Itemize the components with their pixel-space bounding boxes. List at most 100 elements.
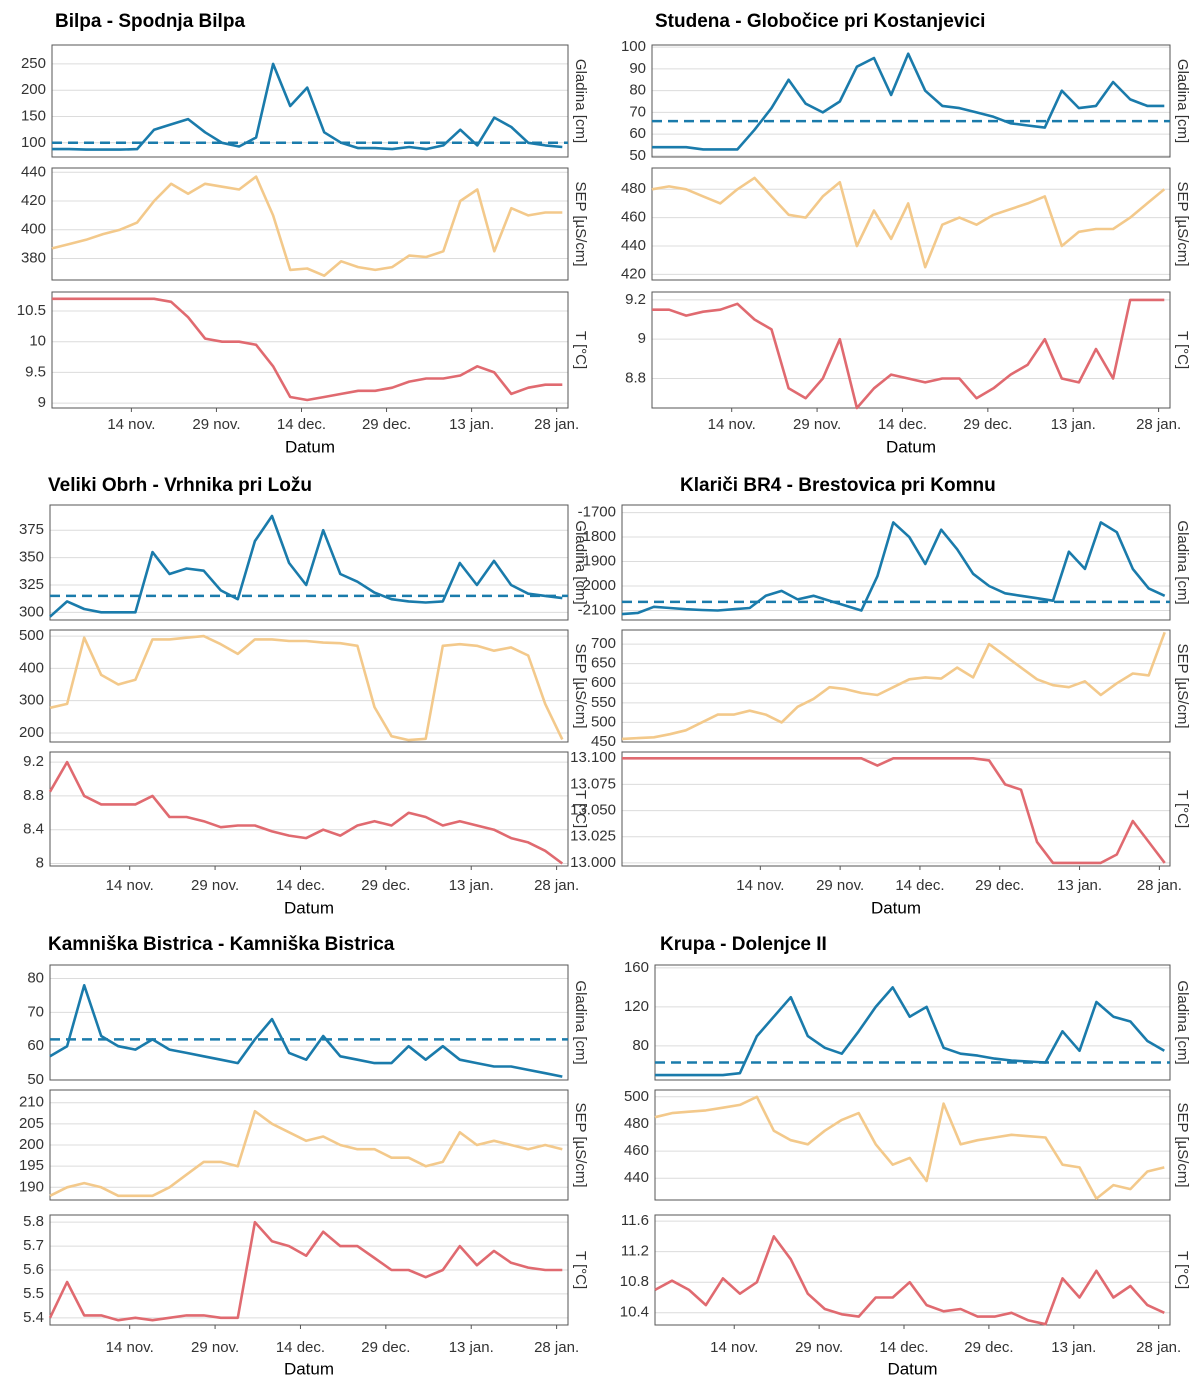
data-line: [622, 757, 1166, 865]
panel-frame: [651, 167, 1171, 281]
data-line: [654, 1235, 1165, 1326]
y-tick-label: 375: [19, 521, 44, 538]
y-tick-label: 500: [624, 1088, 649, 1105]
x-tick-label: 14 nov.: [736, 877, 784, 894]
x-tick-label: 13 jan.: [449, 877, 494, 894]
x-tick-label: 14 dec.: [879, 1339, 928, 1356]
y-tick-label: 5.7: [23, 1237, 44, 1254]
x-tick-label: 14 dec.: [895, 877, 944, 894]
y-tick-label: 90: [629, 60, 646, 77]
y-tick-label: 80: [27, 969, 44, 986]
x-tick-label: 14 nov.: [106, 877, 154, 894]
panel-frame: [51, 44, 569, 158]
y-tick-label: 460: [621, 209, 646, 226]
y-tick-label: 400: [19, 659, 44, 676]
panel-frame: [49, 751, 569, 867]
panel-frame: [621, 629, 1171, 743]
y-axis-label: Gladina [cm]: [572, 980, 589, 1064]
y-tick-label: 5.4: [23, 1309, 44, 1326]
y-axis-label: Gladina [cm]: [572, 59, 589, 143]
y-tick-label: 13.000: [570, 854, 616, 871]
panel-frame: [49, 1089, 569, 1201]
y-tick-label: 70: [629, 103, 646, 120]
y-tick-label: 8: [36, 854, 44, 871]
x-tick-label: 28 jan.: [534, 1339, 579, 1356]
y-axis-label: T [°C]: [1174, 1251, 1191, 1289]
data-line: [655, 986, 1165, 1077]
y-axis-label: SEP [µS/cm]: [572, 1102, 589, 1187]
y-axis-label: T [°C]: [1174, 331, 1191, 369]
x-tick-label: 29 dec.: [963, 416, 1012, 433]
data-line: [652, 298, 1165, 410]
data-line: [51, 175, 563, 277]
x-tick-label: 28 jan.: [1137, 877, 1182, 894]
panel-frame: [651, 291, 1171, 409]
y-tick-label: 200: [21, 81, 46, 98]
x-tick-label: 13 jan.: [1051, 416, 1096, 433]
x-tick-label: 28 jan.: [534, 877, 579, 894]
x-tick-label: 29 nov.: [192, 416, 240, 433]
y-tick-label: 9.5: [25, 363, 46, 380]
chart-title: Krupa - Dolenjce II: [660, 934, 827, 955]
y-tick-label: 8.8: [625, 369, 646, 386]
x-axis-label: Datum: [871, 898, 921, 917]
chart-title: Klariči BR4 - Brestovica pri Komnu: [680, 475, 996, 496]
x-tick-label: 28 jan.: [1136, 1339, 1181, 1356]
y-axis-label: T [°C]: [572, 790, 589, 828]
x-tick-label: 29 dec.: [362, 416, 411, 433]
chart-title: Veliki Obrh - Vrhnika pri Ložu: [48, 475, 312, 496]
y-tick-label: 70: [27, 1003, 44, 1020]
y-tick-label: 200: [19, 724, 44, 741]
y-tick-label: -2000: [578, 577, 616, 594]
x-tick-label: 14 nov.: [708, 416, 756, 433]
y-tick-label: 480: [621, 180, 646, 197]
data-line: [652, 52, 1165, 151]
y-tick-label: 9: [38, 394, 46, 411]
x-tick-label: 29 nov.: [816, 877, 864, 894]
y-tick-label: 13.050: [570, 802, 616, 819]
panel-frame: [621, 504, 1171, 621]
y-tick-label: 100: [21, 134, 46, 151]
x-tick-label: 29 dec.: [975, 877, 1024, 894]
y-tick-label: -1700: [578, 504, 616, 521]
data-line: [654, 1095, 1165, 1200]
y-axis-label: SEP [µS/cm]: [1174, 181, 1191, 266]
x-tick-label: 14 nov.: [107, 416, 155, 433]
y-axis-label: Gladina [cm]: [1174, 59, 1191, 143]
x-axis-label: Datum: [284, 898, 334, 917]
data-line: [52, 297, 563, 402]
panel-frame: [49, 1214, 569, 1326]
y-tick-label: 5.8: [23, 1213, 44, 1230]
data-line: [48, 760, 564, 865]
x-tick-label: 29 nov.: [795, 1339, 843, 1356]
y-tick-label: 205: [19, 1115, 44, 1132]
y-tick-label: 350: [19, 549, 44, 566]
y-tick-label: 13.100: [570, 749, 616, 766]
x-axis-label: Datum: [284, 1359, 334, 1378]
y-tick-label: 210: [19, 1094, 44, 1111]
panel-frame: [654, 1214, 1171, 1326]
y-tick-label: 550: [591, 694, 616, 711]
y-tick-label: 325: [19, 576, 44, 593]
y-tick-label: 100: [621, 38, 646, 55]
y-tick-label: -1900: [578, 552, 616, 569]
y-tick-label: 300: [19, 692, 44, 709]
y-tick-label: 600: [591, 674, 616, 691]
y-tick-label: -2100: [578, 601, 616, 618]
data-line: [621, 521, 1166, 616]
y-axis-label: SEP [µS/cm]: [572, 643, 589, 728]
x-tick-label: 29 dec.: [964, 1339, 1013, 1356]
panel-frame: [51, 167, 569, 281]
y-axis-label: SEP [µS/cm]: [572, 181, 589, 266]
x-axis-label: Datum: [887, 1359, 937, 1378]
y-axis-label: Gladina [cm]: [1174, 520, 1191, 604]
x-tick-label: 14 nov.: [106, 1339, 154, 1356]
y-tick-label: 8.4: [23, 821, 44, 838]
x-tick-label: 29 nov.: [191, 877, 239, 894]
x-tick-label: 14 dec.: [277, 416, 326, 433]
y-tick-label: 11.2: [621, 1243, 649, 1260]
y-tick-label: 150: [21, 107, 46, 124]
data-line: [52, 62, 563, 151]
y-tick-label: 13.075: [570, 775, 616, 792]
